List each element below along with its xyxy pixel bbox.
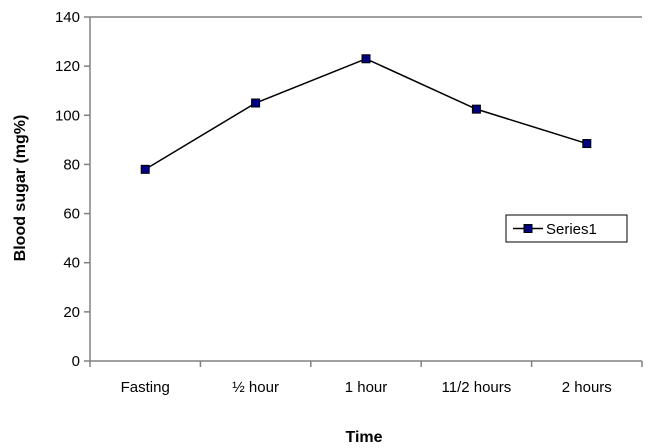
y-tick-label: 120 — [55, 58, 80, 75]
y-axis-title: Blood sugar (mg%) — [12, 115, 29, 262]
data-point-marker — [361, 54, 371, 64]
series-line — [144, 57, 588, 170]
x-tick-label: 2 hours — [562, 379, 612, 396]
y-tick-label: 80 — [63, 156, 80, 173]
x-tick-label: 1 hour — [345, 379, 388, 396]
legend-marker — [523, 224, 533, 233]
data-point-marker — [140, 164, 150, 174]
legend: Series1 — [505, 214, 628, 243]
legend-series-label: Series1 — [546, 221, 597, 238]
ticks-layer: 0 20 40 60 80 100 120 140 Fasting ½ hour 1 hour 11/… — [55, 9, 643, 396]
y-tick-label: 140 — [55, 9, 80, 26]
y-tick-label: 60 — [63, 206, 80, 223]
y-tick-label: 40 — [63, 255, 80, 272]
series-layer — [140, 54, 592, 174]
y-tick-label: 100 — [55, 107, 80, 124]
x-tick-label: Fasting — [121, 379, 170, 396]
data-point-marker — [251, 98, 261, 108]
axes-layer — [89, 16, 642, 362]
y-tick-label: 0 — [72, 353, 80, 370]
x-tick-label: 11/2 hours — [442, 379, 512, 396]
data-point-marker — [582, 139, 592, 149]
data-point-marker — [471, 104, 481, 114]
x-tick-label: ½ hour — [232, 379, 279, 396]
y-tick-label: 20 — [63, 304, 80, 321]
x-axis-title: Time — [345, 429, 382, 446]
